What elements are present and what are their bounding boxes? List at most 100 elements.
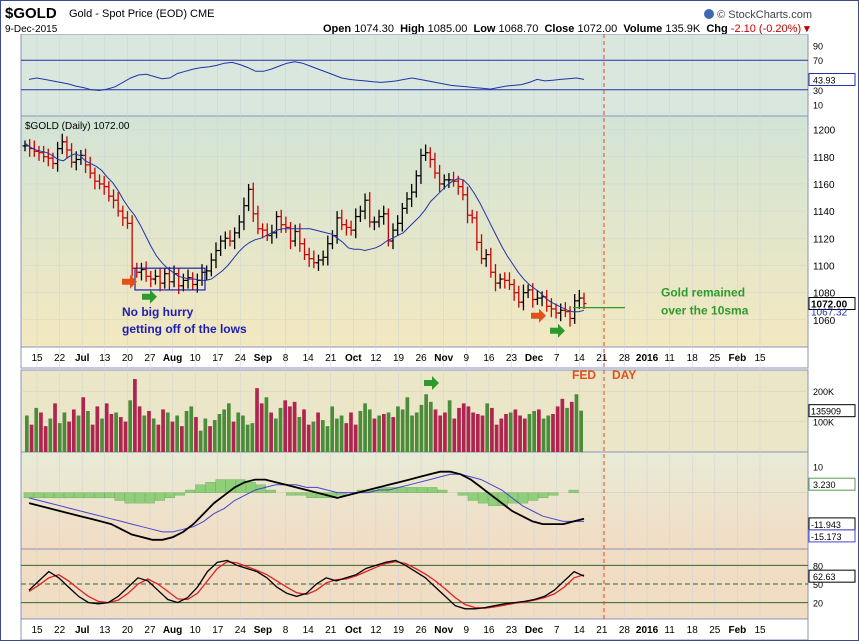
x-tick-label-lower: 25 <box>709 625 721 636</box>
macd-tick-label: 10 <box>813 462 823 472</box>
macd-histogram-bar <box>296 492 307 496</box>
chart-date: 9-Dec-2015 <box>5 24 58 35</box>
x-tick-label-lower: Nov <box>434 625 453 636</box>
volume-bar <box>344 423 349 452</box>
volume-bar <box>189 406 194 452</box>
x-tick-label-upper: 25 <box>709 353 721 364</box>
volume-bar <box>226 403 231 452</box>
macd-histogram-bar <box>457 492 468 496</box>
x-tick-label-lower: 19 <box>393 625 405 636</box>
orange-arrow-icon <box>122 274 137 289</box>
volume-bar <box>565 407 569 452</box>
x-tick-label-lower: 13 <box>99 625 111 636</box>
close-label: Close <box>544 23 575 35</box>
high-value: 1085.00 <box>427 23 468 35</box>
volume-bar <box>76 415 81 452</box>
volume-bar <box>86 410 90 452</box>
volume-bar <box>405 397 410 452</box>
volume-bar <box>569 401 574 452</box>
macd-histogram-bar <box>84 492 95 499</box>
x-tick-label-lower: Jul <box>75 625 90 636</box>
volume-bar <box>222 409 226 452</box>
x-tick-label-lower: 21 <box>596 625 608 636</box>
volume-bar <box>419 404 424 452</box>
volume-value: 135909 <box>811 407 841 417</box>
x-tick-label-upper: 13 <box>99 353 111 364</box>
volume-bar <box>208 426 212 452</box>
volume-bar <box>194 417 198 452</box>
volume-bar <box>269 412 273 452</box>
volume-bar <box>283 400 288 452</box>
volume-bar <box>297 417 302 452</box>
volume-bar <box>133 379 137 452</box>
price-tick-label: 1180 <box>813 153 835 164</box>
volume-bar <box>57 423 62 452</box>
rsi-tick-label: 10 <box>813 101 823 111</box>
x-tick-label-upper: 9 <box>464 353 470 364</box>
volume-bar <box>335 418 339 452</box>
volume-bar <box>278 407 283 452</box>
low-value: 1068.70 <box>498 23 539 35</box>
macd-histogram-bar <box>195 484 206 493</box>
volume-bar <box>363 403 367 452</box>
x-tick-label-lower: 10 <box>190 625 202 636</box>
volume-bar <box>241 415 245 452</box>
price-tick-label: 1200 <box>813 126 836 137</box>
price-tick-label: 1120 <box>813 234 835 245</box>
volume-bar <box>386 412 391 452</box>
volume-bar <box>81 397 86 452</box>
volume-bar <box>67 421 71 452</box>
macd-histogram-bar <box>498 492 508 506</box>
stoch-d-line <box>28 561 585 609</box>
x-tick-label-lower: 12 <box>370 625 382 636</box>
macd-histogram-bar <box>54 492 64 499</box>
macd-histogram-bar <box>286 492 297 496</box>
orange-arrow-icon <box>531 308 546 323</box>
volume-bar <box>316 412 320 452</box>
macd-histogram-bar <box>175 492 186 496</box>
low-label: Low <box>473 23 496 35</box>
x-tick-label-upper: 28 <box>619 353 631 364</box>
stoch-k-line <box>28 559 585 610</box>
volume-bar <box>410 415 414 452</box>
price-tick-label: 1060 <box>813 316 836 327</box>
volume-bar <box>527 414 532 452</box>
x-tick-label-lower: 15 <box>31 625 43 636</box>
macd-histogram-bar <box>397 487 408 493</box>
x-tick-label-lower: 20 <box>122 625 134 636</box>
macd-histogram-bar <box>215 479 226 493</box>
macd-histogram-bar <box>467 492 478 501</box>
x-tick-label-lower: 15 <box>754 625 766 636</box>
chg-label: Chg <box>706 23 728 35</box>
x-tick-label-lower: Dec <box>525 625 544 636</box>
volume-bar <box>325 426 330 452</box>
high-label: High <box>400 23 425 35</box>
stoch-tick-label: 20 <box>813 599 823 609</box>
close-value: 1072.00 <box>577 23 618 35</box>
volume-bar <box>471 412 475 452</box>
annotation-gold-remained-line1: Gold remained <box>661 286 745 300</box>
macd-histogram-bar <box>94 492 105 499</box>
volume-bar <box>537 409 541 452</box>
green-arrow-icon <box>142 289 157 304</box>
macd-histogram-bar <box>144 492 155 504</box>
volume-bar <box>339 415 344 452</box>
volume-bar <box>372 418 377 452</box>
consolidation-box <box>134 267 206 291</box>
x-tick-label-lower: 2016 <box>636 625 659 636</box>
x-tick-label-upper: 27 <box>144 353 156 364</box>
macd-histogram-bar <box>508 492 519 504</box>
volume-bar <box>123 421 128 452</box>
volume-bar <box>490 407 494 452</box>
rsi-value: 43.93 <box>813 75 836 85</box>
macd-line <box>28 470 585 541</box>
macd-histogram-bar <box>154 492 165 501</box>
macd-histogram-bar <box>104 492 115 499</box>
x-tick-label-lower: 26 <box>416 625 428 636</box>
volume-bar <box>156 424 161 452</box>
volume-bar <box>504 414 508 452</box>
volume-tick-label: 200K <box>813 387 834 397</box>
x-tick-label-lower: 9 <box>464 625 470 636</box>
x-tick-label-upper: Nov <box>434 353 453 364</box>
price-tick-label: 1140 <box>813 207 835 218</box>
